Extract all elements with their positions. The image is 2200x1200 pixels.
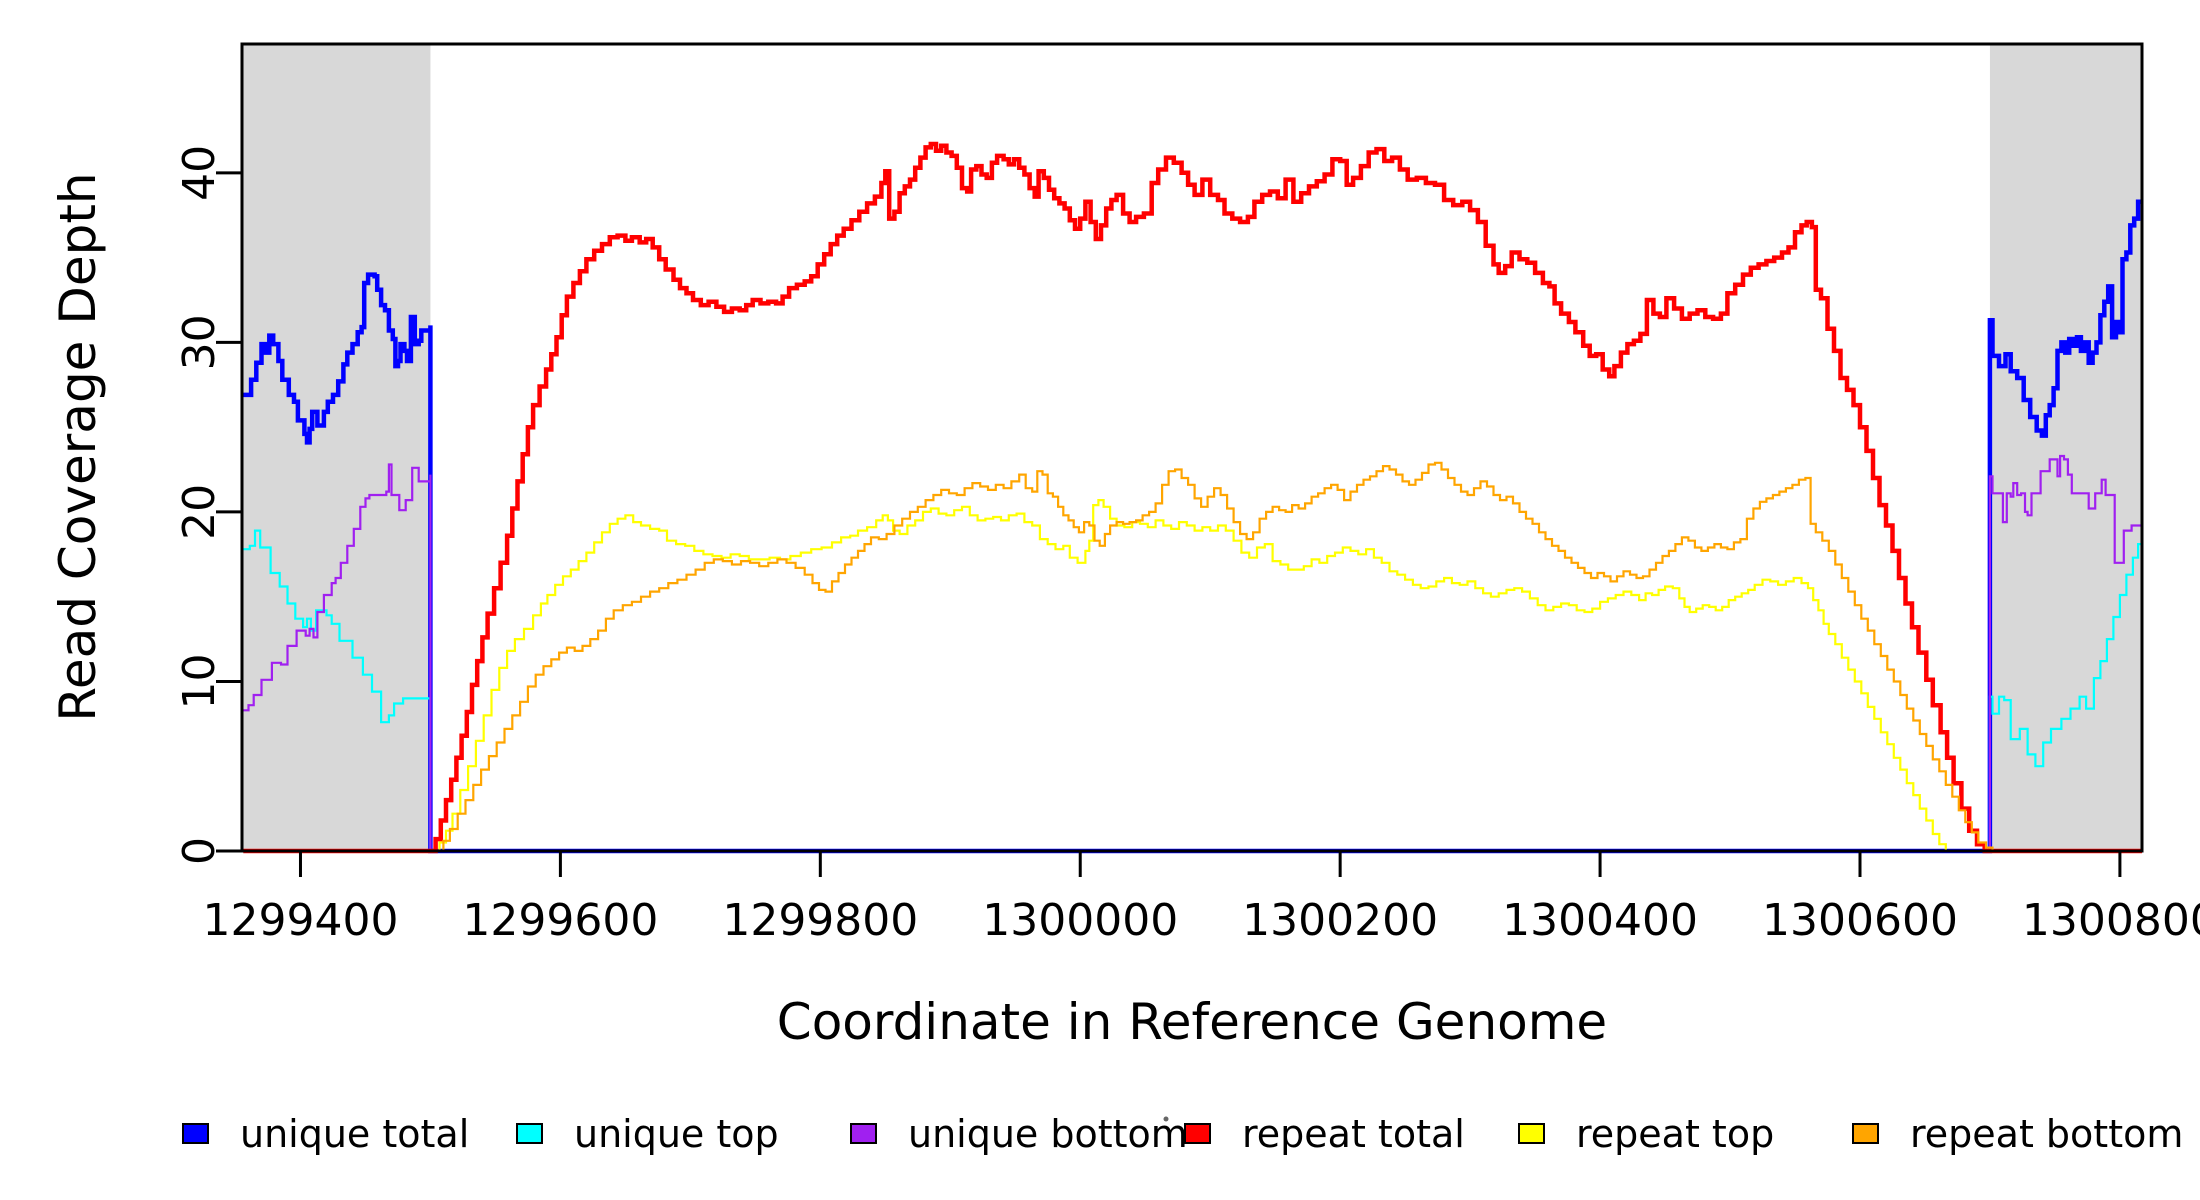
y-tick-label: 0 [174, 837, 225, 865]
legend-item-repeat-total: repeat total [1184, 1112, 1465, 1156]
y-tick-label: 10 [174, 653, 225, 709]
coverage-series-lines [243, 141, 2144, 854]
series-line-repeat-bottom [243, 461, 2142, 853]
x-tick-label: 1299600 [462, 895, 658, 946]
y-tick-label: 20 [174, 484, 225, 540]
x-tick-label: 1300200 [1242, 895, 1438, 946]
purple-square-swatch [850, 1123, 877, 1144]
shaded-unique-regions [242, 44, 2142, 851]
legend-label-unique-bottom: unique bottom [908, 1112, 1188, 1156]
cyan-square-swatch [516, 1123, 543, 1144]
y-tick-label: 40 [174, 145, 225, 201]
yellow-square-swatch [1518, 1123, 1545, 1144]
y-tick-label: 30 [174, 314, 225, 370]
chart-legend: unique total unique top unique bottom repea… [182, 1112, 2183, 1156]
x-axis-ticks: 1299400 1299600 1299800 1300000 1300200 13004… [202, 851, 2200, 946]
plot-border [240, 42, 2144, 853]
y-axis-ticks: 0 10 20 30 40 [174, 145, 242, 865]
legend-item-unique-top: unique top [516, 1112, 779, 1156]
red-square-swatch [1184, 1123, 1211, 1144]
legend-label-unique-top: unique top [574, 1112, 779, 1156]
legend-item-repeat-bottom: repeat bottom [1852, 1112, 2183, 1156]
legend-label-unique-total: unique total [240, 1112, 469, 1156]
orange-square-swatch [1852, 1123, 1879, 1144]
stray-dot [1163, 1116, 1169, 1122]
x-tick-label: 1299400 [202, 895, 398, 946]
legend-item-repeat-top: repeat top [1518, 1112, 1774, 1156]
x-tick-label: 1300400 [1502, 895, 1698, 946]
legend-item-unique-bottom: unique bottom [850, 1112, 1188, 1156]
x-tick-label: 1300800 [2022, 895, 2200, 946]
legend-label-repeat-top: repeat top [1576, 1112, 1774, 1156]
legend-label-repeat-bottom: repeat bottom [1910, 1112, 2183, 1156]
legend-item-unique-total: unique total [182, 1112, 469, 1156]
series-line-unique-bottom [243, 454, 2142, 853]
legend-label-repeat-total: repeat total [1242, 1112, 1465, 1156]
shaded-region-left [242, 44, 431, 851]
series-line-repeat-total [243, 141, 2142, 854]
x-tick-label: 1299800 [722, 895, 918, 946]
series-line-repeat-top [243, 499, 2142, 853]
series-line-unique-total [243, 199, 2142, 854]
x-tick-label: 1300600 [1762, 895, 1958, 946]
blue-square-swatch [182, 1123, 209, 1144]
shaded-region-right [1989, 44, 2142, 851]
x-tick-label: 1300000 [982, 895, 1178, 946]
x-axis-title: Coordinate in Reference Genome [777, 993, 1607, 1051]
y-axis-title: Read Coverage Depth [49, 172, 107, 721]
